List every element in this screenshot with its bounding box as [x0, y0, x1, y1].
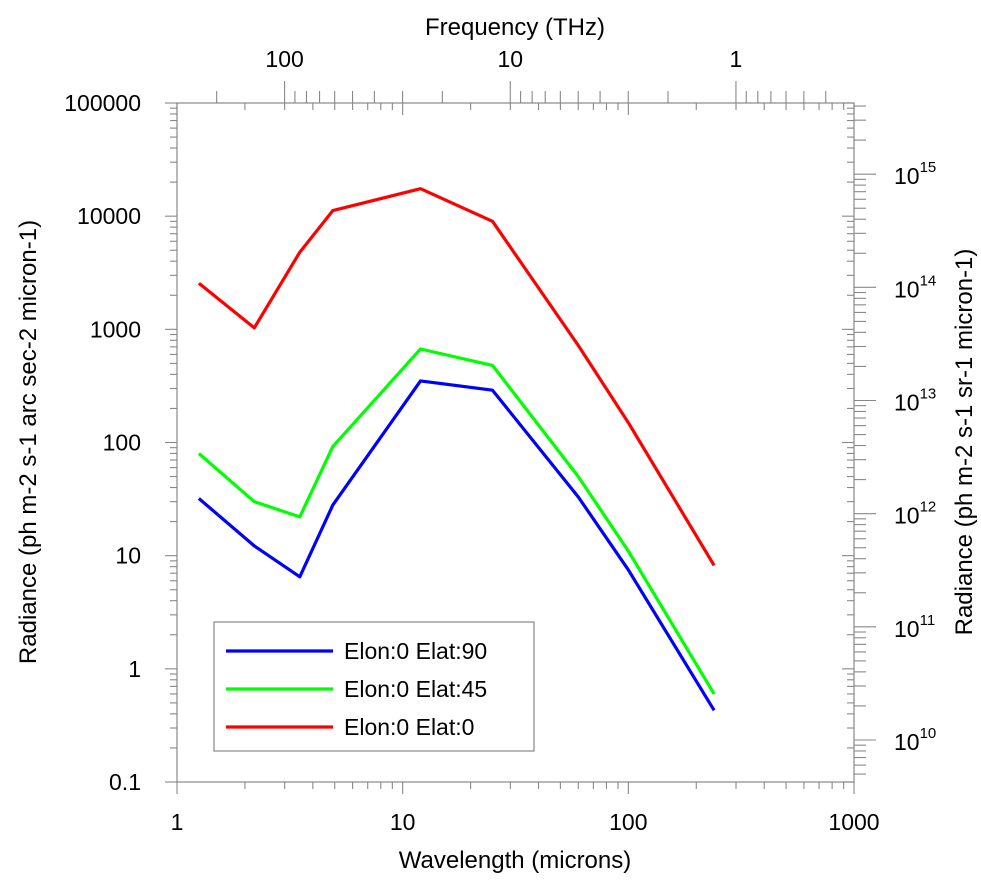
- x2-axis-title: Frequency (THz): [425, 14, 605, 41]
- y2-tick-label: 1011: [894, 612, 935, 642]
- y2-tick-exponent: 12: [920, 499, 937, 516]
- y-axis-title: Radiance (ph m-2 s-1 arc sec-2 micron-1): [15, 220, 42, 664]
- y2-tick-label: 1015: [894, 159, 936, 189]
- x2-tick-label: 100: [265, 46, 303, 72]
- y-tick-label: 1000: [90, 316, 141, 342]
- y2-tick-exponent: 14: [920, 272, 937, 289]
- major-ticks: [165, 81, 876, 794]
- y2-tick-label: 1013: [894, 385, 936, 415]
- x-tick-label: 1000: [828, 809, 879, 835]
- y-tick-label: 100000: [64, 90, 141, 116]
- series-line-3: [197, 187, 716, 567]
- y2-tick-label: 1012: [894, 499, 936, 529]
- series-line-2: [197, 347, 716, 695]
- y-tick-label: 0.1: [109, 769, 141, 795]
- y-tick-label: 10000: [77, 203, 141, 229]
- legend: Elon:0 Elat:90 Elon:0 Elat:45 Elon:0 Elat:…: [213, 621, 535, 752]
- y2-tick-exponent: 11: [920, 612, 936, 629]
- x-tick-label: 10: [390, 809, 416, 835]
- y-tick-label: 1: [128, 656, 141, 682]
- y2-tick-exponent: 15: [920, 159, 937, 176]
- minor-ticks: [170, 91, 866, 789]
- y2-tick-exponent: 10: [920, 725, 937, 742]
- series-line-1: [197, 379, 716, 712]
- legend-box: [213, 621, 535, 752]
- x-tick-label: 100: [609, 809, 647, 835]
- y2-tick-label: 1010: [894, 725, 936, 755]
- legend-label-2: Elon:0 Elat:45: [344, 676, 487, 702]
- x2-tick-label: 1: [730, 46, 743, 72]
- y2-tick-label: 1014: [894, 272, 936, 302]
- y-tick-label: 100: [103, 430, 141, 456]
- y-tick-label: 10: [115, 543, 141, 569]
- series-layer: [197, 187, 716, 712]
- x2-tick-label: 10: [497, 46, 523, 72]
- x-axis-title: Wavelength (microns): [399, 847, 632, 874]
- legend-label-1: Elon:0 Elat:90: [344, 638, 487, 664]
- y2-axis-title: Radiance (ph m-2 s-1 sr-1 micron-1): [951, 249, 978, 636]
- legend-label-3: Elon:0 Elat:0: [344, 714, 474, 740]
- x-tick-label: 1: [171, 809, 184, 835]
- y2-tick-exponent: 13: [920, 385, 937, 402]
